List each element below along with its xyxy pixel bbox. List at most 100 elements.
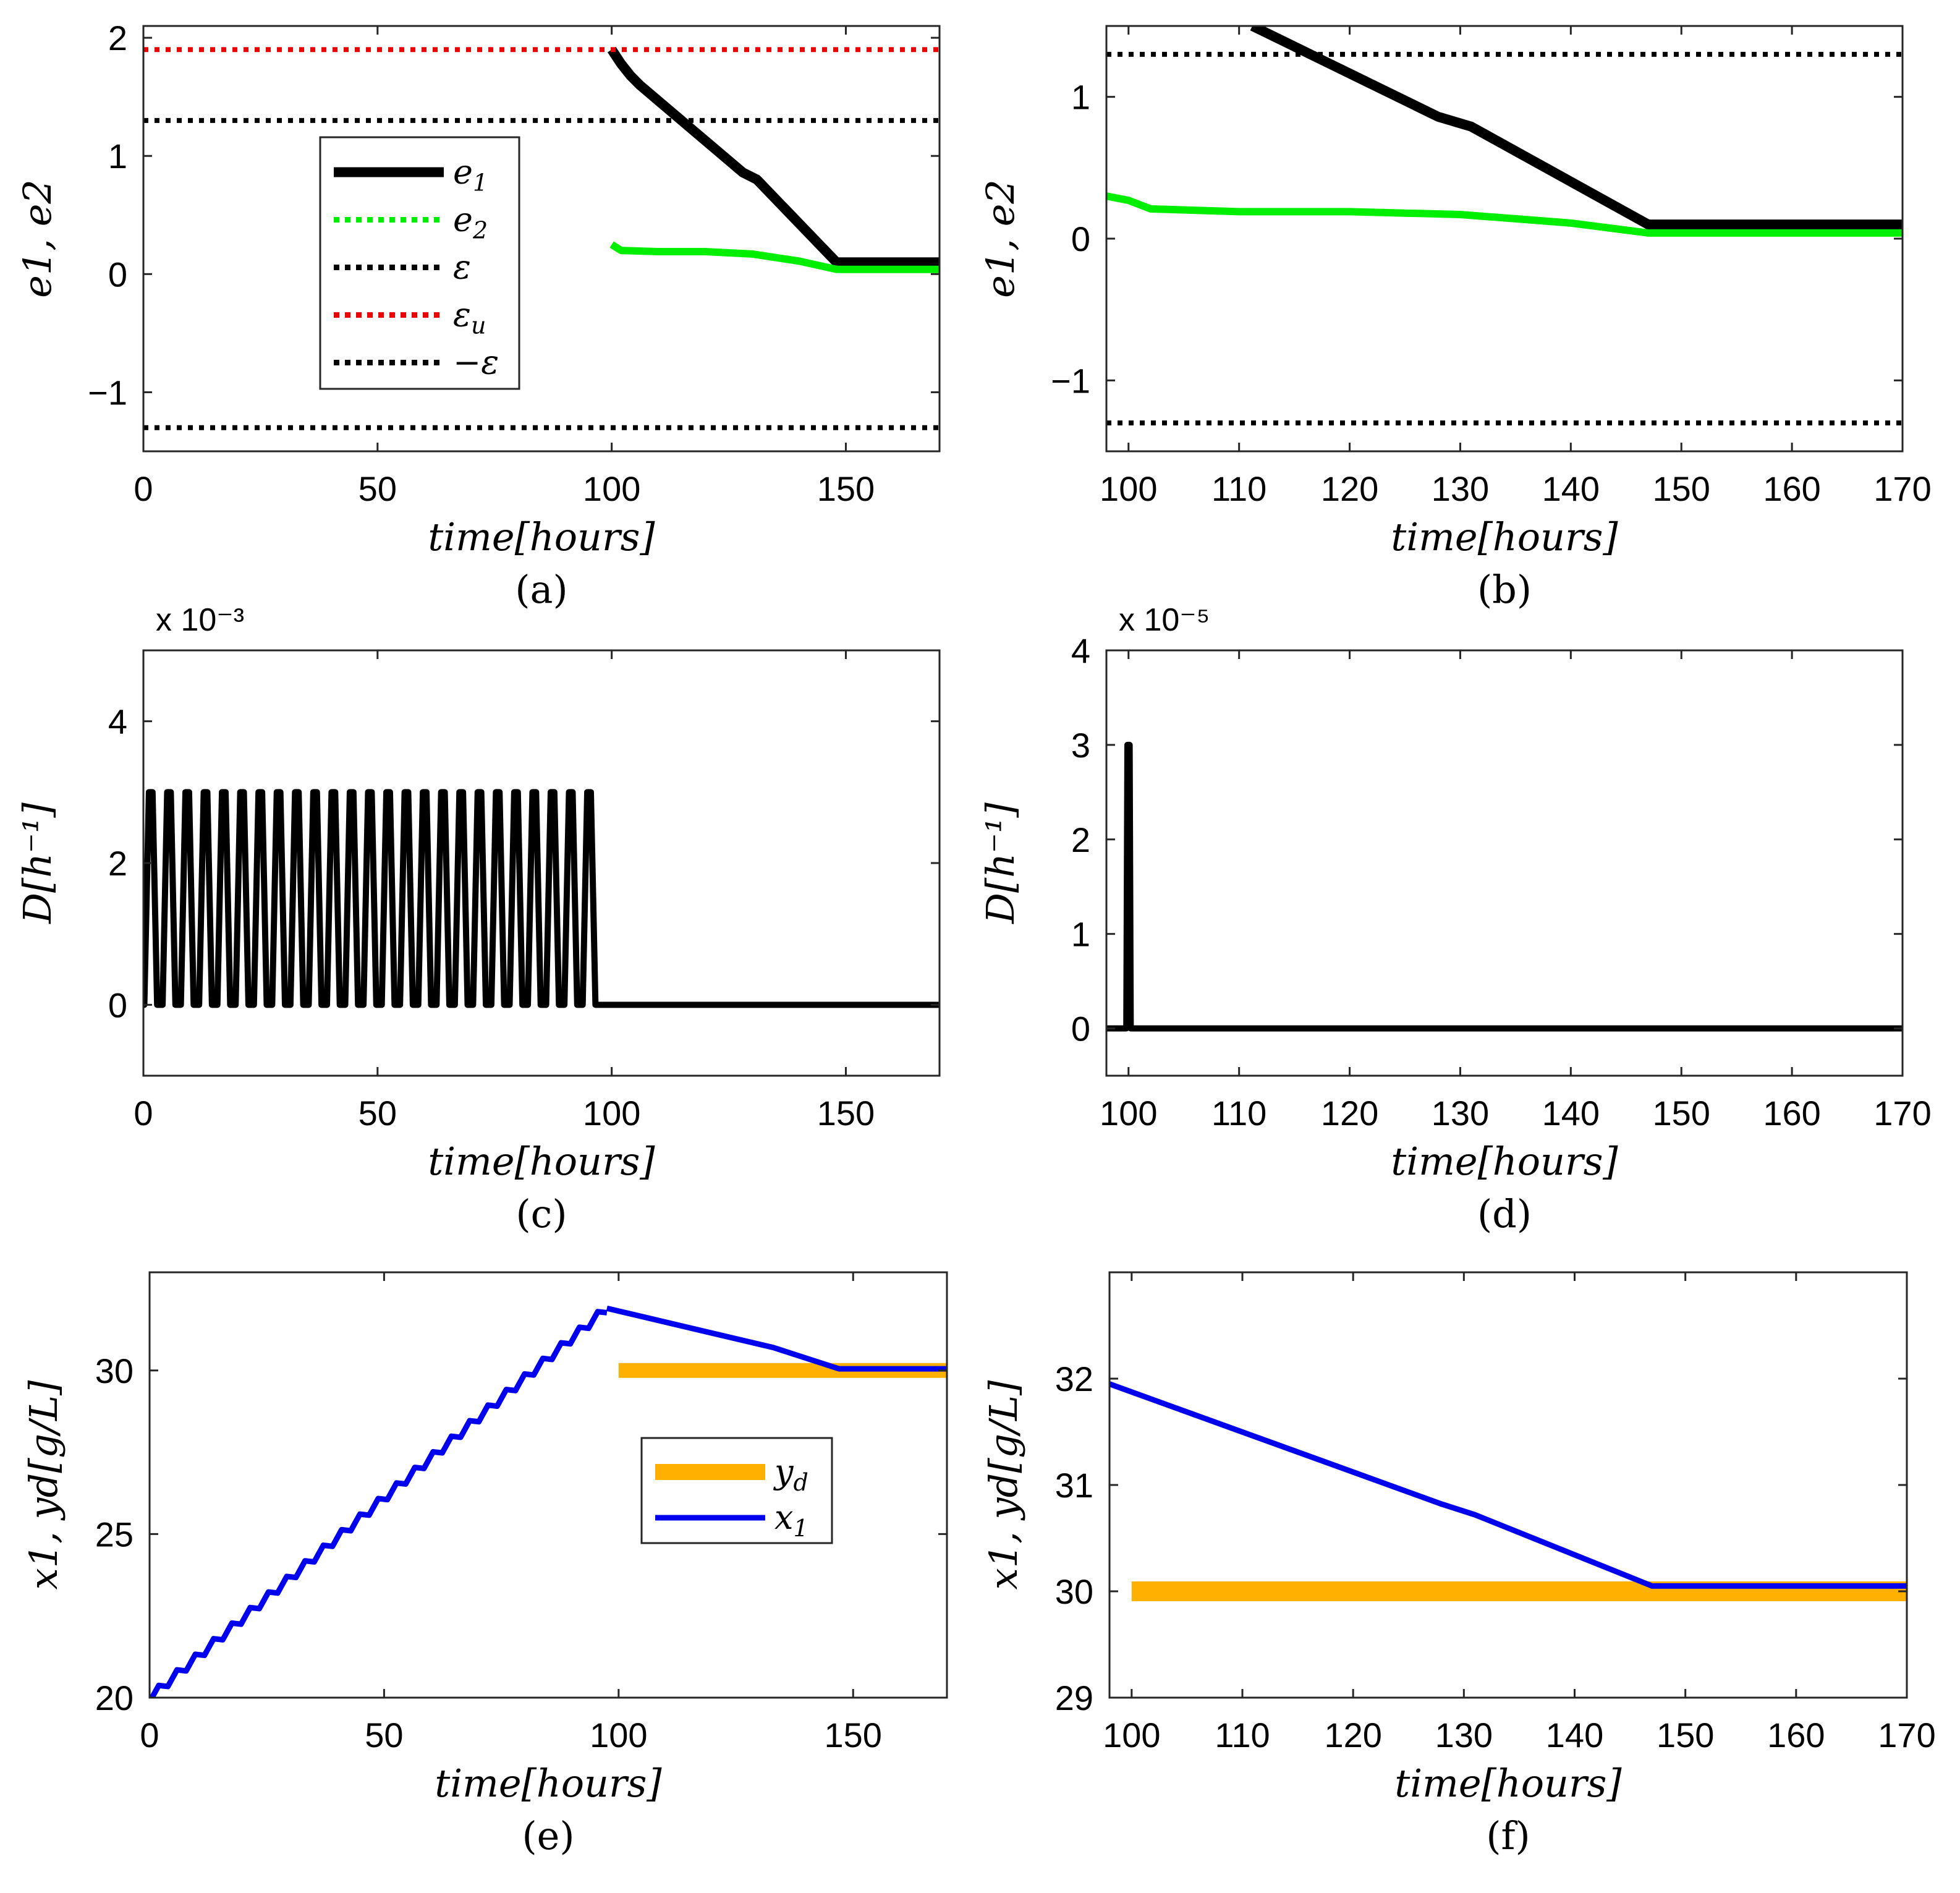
series-line-D-pulses <box>143 789 603 1008</box>
x-tick-label: 120 <box>1321 1094 1378 1133</box>
y-axis-label: e1, e2 <box>978 179 1023 298</box>
panel-a: 0 50 100 150 −1 0 1 2 time[hours] e1, e2 (a) e1e2εε… <box>15 19 941 612</box>
legend-box <box>640 1437 833 1544</box>
x-tick-label: 170 <box>1878 1716 1935 1755</box>
x-tick-label: 160 <box>1763 1094 1820 1133</box>
x-tick-label: 0 <box>134 1094 153 1133</box>
series-line-D <box>1106 741 1903 1032</box>
y-tick-label: 32 <box>1055 1359 1093 1398</box>
series-line-e2 <box>1106 192 1903 237</box>
y-axis-label: D[h⁻¹] <box>15 802 60 924</box>
x-tick-label: 140 <box>1546 1716 1603 1755</box>
y-tick-label: 31 <box>1055 1466 1093 1505</box>
panel-e: 0 50 100 150 20 25 30 time[hours] x1, yd[g/L] (e)… <box>21 1271 948 1858</box>
y-tick-label: 3 <box>1071 726 1090 765</box>
x-tick-label: 100 <box>1100 1094 1157 1133</box>
plot-area-c <box>143 789 940 1008</box>
panel-caption: (f) <box>1486 1813 1530 1858</box>
y-tick-label: 20 <box>95 1678 134 1717</box>
x-tick-label: 100 <box>590 1716 647 1755</box>
legend-label-ε: ε <box>453 248 471 287</box>
legend-label-−ε: −ε <box>453 343 499 382</box>
y-tick-label: 2 <box>1071 820 1090 859</box>
y-tick-label: 4 <box>1071 631 1090 670</box>
x-tick-label: 130 <box>1435 1716 1493 1755</box>
legend-label-e1: e1 <box>453 153 488 197</box>
x-tick-label: 50 <box>365 1716 403 1755</box>
x-tick-label: 0 <box>140 1716 159 1755</box>
x-tick-label: 150 <box>1657 1716 1714 1755</box>
y-tick-label: −1 <box>1051 361 1090 400</box>
y-tick-label: 0 <box>108 255 127 294</box>
y-tick-label: 4 <box>108 702 127 741</box>
x-tick-label: 140 <box>1542 1094 1600 1133</box>
plot-frame <box>1105 649 1904 1077</box>
panel-caption: (a) <box>515 567 567 612</box>
x-tick-label: 110 <box>1211 469 1266 508</box>
x-tick-label: 170 <box>1873 1094 1931 1133</box>
x-tick-label: 120 <box>1321 469 1378 508</box>
y-tick-label: 0 <box>1071 219 1090 258</box>
x-tick-label: 100 <box>583 469 640 508</box>
series-line-e1 <box>607 46 940 268</box>
y-tick-label: 0 <box>108 985 127 1024</box>
y-tick-label: 2 <box>108 19 127 57</box>
x-tick-label: 150 <box>817 469 875 508</box>
panel-b: 100 110 120 130 140 150 160 170 −1 0 1 time[hours] e… <box>978 25 1932 612</box>
x-tick-label: 50 <box>358 1094 397 1133</box>
y-axis-label: x1, yd[g/L] <box>21 1380 66 1589</box>
y-axis-label: D[h⁻¹] <box>978 802 1023 924</box>
panel-c: 0 50 100 150 0 2 4 time[hours] D[h⁻¹] (c) x 10⁻³ <box>15 602 941 1236</box>
x-tick-label: 160 <box>1767 1716 1825 1755</box>
y-exponent-label: x 10⁻³ <box>156 602 244 638</box>
x-tick-label: 150 <box>1653 1094 1710 1133</box>
series-line-e2 <box>609 241 940 273</box>
x-axis-label: time[hours] <box>1391 1139 1618 1184</box>
x-tick-label: 150 <box>825 1716 882 1755</box>
y-axis-label: x1, yd[g/L] <box>981 1380 1026 1589</box>
x-tick-label: 100 <box>583 1094 640 1133</box>
y-axis-label: e1, e2 <box>15 179 60 298</box>
panel-caption: (b) <box>1477 567 1532 612</box>
panel-f: 100 110 120 130 140 150 160 170 29 30 31 32 time[hou… <box>981 1271 1936 1858</box>
x-axis-label: time[hours] <box>1391 514 1618 559</box>
x-tick-label: 110 <box>1211 1094 1266 1133</box>
legend-box <box>319 136 520 390</box>
y-tick-label: 1 <box>108 137 127 176</box>
x-tick-label: 140 <box>1542 469 1600 508</box>
y-tick-label: 2 <box>108 844 127 883</box>
plot-area-a <box>143 46 940 430</box>
plot-frame <box>148 1271 948 1699</box>
x-tick-label: 160 <box>1763 469 1820 508</box>
plot-frame <box>1105 25 1904 453</box>
panel-caption: (c) <box>515 1191 567 1236</box>
x-tick-label: 130 <box>1432 1094 1489 1133</box>
y-tick-label: 1 <box>1071 915 1090 954</box>
plot-area-b <box>1106 26 1903 426</box>
y-tick-label: 1 <box>1071 78 1090 117</box>
plot-area-f <box>1109 1381 1907 1601</box>
y-tick-label: 30 <box>1055 1572 1093 1611</box>
panel-caption: (d) <box>1477 1191 1532 1236</box>
x-tick-label: 150 <box>817 1094 875 1133</box>
x-tick-label: 110 <box>1215 1716 1270 1755</box>
y-exponent-label: x 10⁻⁵ <box>1119 602 1210 638</box>
series-line-e1 <box>1250 26 1903 230</box>
x-tick-label: 100 <box>1103 1716 1160 1755</box>
plot-area-e <box>150 1305 947 1698</box>
x-tick-label: 170 <box>1873 469 1931 508</box>
x-axis-label: time[hours] <box>428 514 655 559</box>
panel-caption: (e) <box>522 1813 574 1858</box>
y-tick-label: 25 <box>95 1515 134 1554</box>
x-tick-label: 130 <box>1432 469 1489 508</box>
series-line-x1-ramp <box>150 1309 608 1698</box>
y-tick-label: 29 <box>1055 1678 1093 1717</box>
series-line-x1 <box>606 1305 947 1372</box>
x-tick-label: 100 <box>1100 469 1157 508</box>
x-tick-label: 120 <box>1324 1716 1381 1755</box>
x-tick-label: 50 <box>358 469 397 508</box>
y-tick-label: 0 <box>1071 1010 1090 1049</box>
x-tick-label: 0 <box>134 469 153 508</box>
